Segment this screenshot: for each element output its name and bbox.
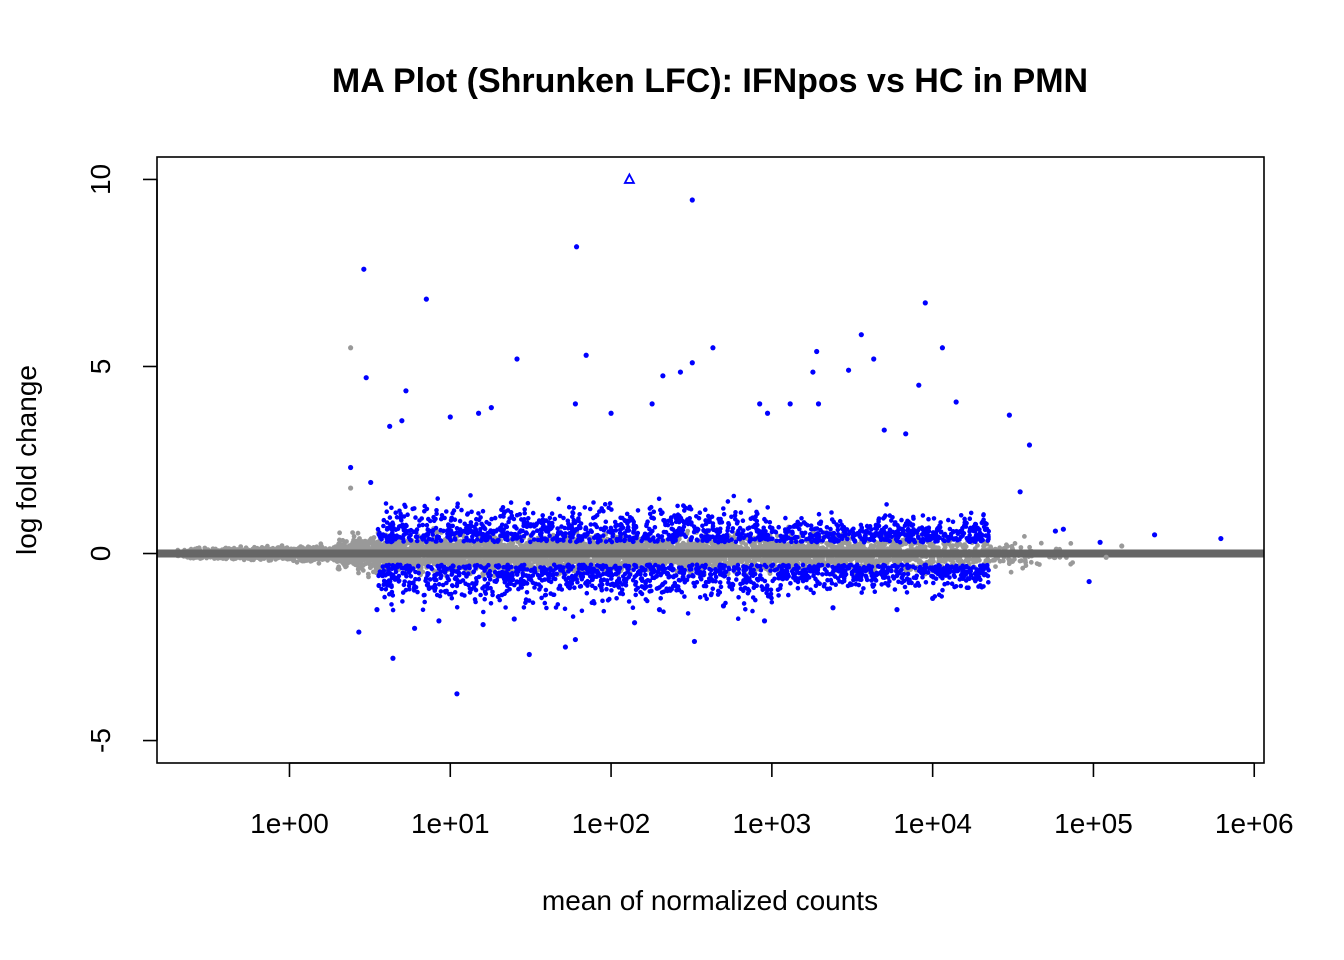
significant-point [720,603,727,609]
significant-point [374,607,380,613]
x-axis-label: mean of normalized counts [542,885,878,916]
significant-point [815,401,822,407]
significant-point [488,405,494,411]
significant-point [387,423,393,429]
significant-point [881,427,887,433]
significant-point [1097,539,1103,545]
x-tick-label: 1e+02 [572,808,651,839]
significant-point [922,300,928,306]
significant-point [454,691,460,697]
significant-point [583,352,589,358]
significant-point [608,410,614,416]
y-tick-label: 0 [85,546,116,562]
significant-point [894,607,900,613]
significant-point [677,369,684,375]
points-layer [157,172,1264,697]
significant-point [710,345,716,351]
significant-point [573,244,580,250]
significant-point [1218,535,1224,542]
significant-point [689,360,695,366]
significant-point [764,410,771,416]
significant-point [399,418,405,424]
significant-point [475,410,482,416]
significant-point [660,373,666,379]
significant-point [757,401,763,407]
significant-point [691,638,698,645]
significant-point [871,356,877,362]
significant-point [1086,578,1092,585]
significant-point [689,197,695,203]
significant-point [1060,526,1066,532]
significant-point [845,367,852,373]
significant-point [514,356,520,362]
x-tick-label: 1e+06 [1215,808,1294,839]
x-axis: 1e+00 1e+01 1e+02 1e+03 1e+04 1e+05 1e+06 [250,762,1294,839]
x-tick-label: 1e+05 [1054,808,1133,839]
x-tick-label: 1e+00 [250,808,329,839]
significant-point [356,629,362,635]
significant-point [930,595,936,602]
x-tick-label: 1e+04 [893,808,972,839]
significant-point [631,620,638,626]
significant-point [1006,412,1012,418]
significant-point [761,618,768,624]
significant-point [903,431,909,437]
y-axis-label: log fold change [11,365,42,555]
significant-point [526,651,532,658]
significant-point [1017,489,1023,495]
significant-point [649,401,655,407]
not_significant-point [1119,543,1125,549]
significant-point [423,296,429,302]
significant-point [858,332,864,338]
significant-point [1052,528,1059,534]
significant-point [511,616,517,622]
significant-point [447,414,453,420]
not_significant-point [348,345,354,351]
significant-point [562,644,569,650]
significant-point [572,401,578,407]
y-tick-label: -5 [85,728,116,753]
y-tick-label: 5 [85,359,116,375]
x-tick-label: 1e+01 [411,808,490,839]
significant-point [480,621,486,628]
significant-point [916,382,922,388]
significant-point [436,618,442,624]
significant-point [656,607,663,613]
significant-cloud [375,493,992,621]
y-axis: -5 0 5 10 [85,164,158,753]
significant-point [810,369,816,375]
significant-point [368,479,374,486]
x-tick-label: 1e+03 [733,808,812,839]
significant-point [572,636,578,643]
significant-point [363,375,369,381]
clipped-point [623,172,636,184]
significant-point [390,655,396,661]
significant-point [830,605,836,611]
significant-point [787,401,793,407]
y-tick-label: 10 [85,164,116,195]
significant-point [1026,442,1033,448]
significant-point [814,348,820,355]
not_significant-point [1103,554,1109,560]
significant-point [939,345,946,351]
not_significant-point [348,485,354,491]
significant-point [403,388,409,394]
plot-frame [156,156,1265,764]
significant-point [348,464,354,471]
significant-point [953,399,959,405]
significant-point [361,266,367,272]
significant-point [412,625,418,631]
significant-point [1151,532,1158,538]
chart-title: MA Plot (Shrunken LFC): IFNpos vs HC in … [332,62,1088,100]
